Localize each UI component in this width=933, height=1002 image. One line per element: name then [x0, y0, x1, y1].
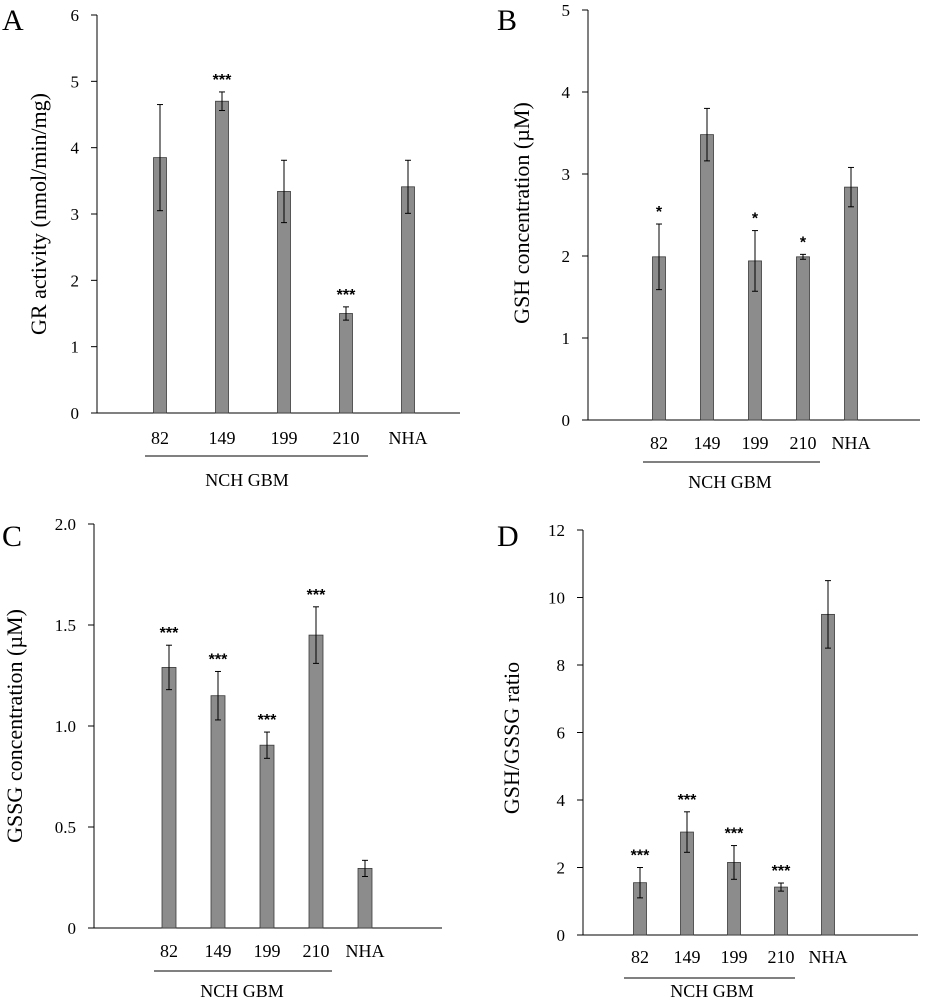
category-label: 210: [768, 947, 795, 967]
group-label: NCH GBM: [200, 981, 284, 1001]
significance-marker: ***: [772, 863, 791, 880]
y-tick-label: 12: [548, 521, 565, 540]
panel-c: C GSSG concentration (µM) NCH GBM 0 0.5 1.…: [2, 515, 442, 1001]
significance-marker: *: [656, 204, 663, 221]
y-tick-label: 1: [562, 329, 571, 348]
y-axis-label: GSH/GSSG ratio: [499, 662, 524, 814]
y-tick-label: 0.5: [55, 818, 76, 837]
significance-marker: ***: [258, 712, 277, 729]
category-label: 210: [333, 428, 360, 448]
y-axis-label: GR activity (nmol/min/mg): [26, 93, 51, 335]
y-tick-label: 0: [71, 404, 80, 423]
significance-marker: ***: [160, 625, 179, 642]
y-tick-label: 2: [71, 271, 80, 290]
category-label: 149: [209, 428, 236, 448]
bar: [774, 886, 788, 936]
y-tick-label: 0: [68, 919, 77, 938]
y-tick-label: 1.0: [55, 717, 76, 736]
y-tick-label: 4: [562, 83, 571, 102]
y-tick-label: 2: [557, 859, 566, 878]
y-tick-label: 1.5: [55, 616, 76, 635]
category-label: 199: [271, 428, 298, 448]
category-label: 210: [790, 433, 817, 453]
category-label: NHA: [832, 433, 871, 453]
significance-marker: ***: [307, 587, 326, 604]
significance-marker: ***: [213, 72, 232, 89]
bar: [161, 667, 177, 929]
y-tick-label: 3: [562, 165, 571, 184]
category-label: 82: [631, 947, 649, 967]
group-label: NCH GBM: [205, 470, 289, 490]
bar: [277, 191, 291, 414]
group-label: NCH GBM: [670, 981, 754, 1001]
bar: [210, 695, 226, 929]
y-tick-label: 6: [71, 6, 80, 25]
category-label: NHA: [346, 941, 385, 961]
significance-marker: *: [800, 234, 807, 251]
significance-marker: ***: [209, 651, 228, 668]
significance-marker: ***: [631, 848, 650, 865]
bar: [308, 634, 324, 929]
significance-marker: ***: [337, 287, 356, 304]
category-label: NHA: [809, 947, 848, 967]
y-tick-label: 2.0: [55, 515, 76, 534]
panel-a: A GR activity (nmol/min/mg) NCH GBM 0 1 2 3…: [2, 4, 460, 490]
y-tick-label: 6: [557, 724, 566, 743]
bar: [259, 744, 275, 929]
y-tick-label: 1: [71, 338, 80, 357]
y-tick-label: 0: [557, 926, 566, 945]
significance-marker: *: [752, 211, 759, 228]
category-label: 199: [742, 433, 769, 453]
bar: [215, 100, 229, 414]
bar: [844, 186, 858, 421]
category-label: 82: [151, 428, 169, 448]
category-label: 149: [674, 947, 701, 967]
bar: [700, 134, 714, 421]
y-tick-label: 2: [562, 247, 571, 266]
y-axis-label: GSH concentration (µM): [509, 102, 534, 324]
panel-d: D GSH/GSSG ratio NCH GBM 0 2 4 6 8 10 12 *** 82 *…: [497, 520, 918, 1001]
bar: [339, 313, 353, 414]
category-label: 149: [205, 941, 232, 961]
significance-marker: ***: [725, 826, 744, 843]
significance-marker: ***: [678, 792, 697, 809]
y-tick-label: 3: [71, 205, 80, 224]
bar: [401, 186, 415, 414]
y-tick-label: 5: [562, 1, 571, 20]
category-label: 199: [721, 947, 748, 967]
y-tick-label: 0: [562, 411, 571, 430]
y-tick-label: 10: [548, 589, 565, 608]
bar: [821, 613, 835, 936]
y-tick-label: 4: [557, 791, 566, 810]
category-label: 210: [303, 941, 330, 961]
category-label: 82: [160, 941, 178, 961]
panel-b: B GSH concentration (µM) NCH GBM 0 1 2 3 4 5 *…: [497, 1, 920, 492]
panel-letter: C: [2, 520, 22, 553]
bar: [357, 868, 373, 929]
y-tick-label: 8: [557, 656, 566, 675]
bar: [796, 256, 810, 421]
category-label: NHA: [389, 428, 428, 448]
y-axis-label: GSSG concentration (µM): [2, 609, 27, 843]
y-tick-label: 5: [71, 72, 80, 91]
y-tick-label: 4: [71, 139, 80, 158]
category-label: 199: [254, 941, 281, 961]
panel-letter: A: [2, 4, 24, 37]
panel-letter: D: [497, 520, 519, 553]
panel-letter: B: [497, 4, 517, 37]
category-label: 149: [694, 433, 721, 453]
group-label: NCH GBM: [688, 472, 772, 492]
category-label: 82: [650, 433, 668, 453]
